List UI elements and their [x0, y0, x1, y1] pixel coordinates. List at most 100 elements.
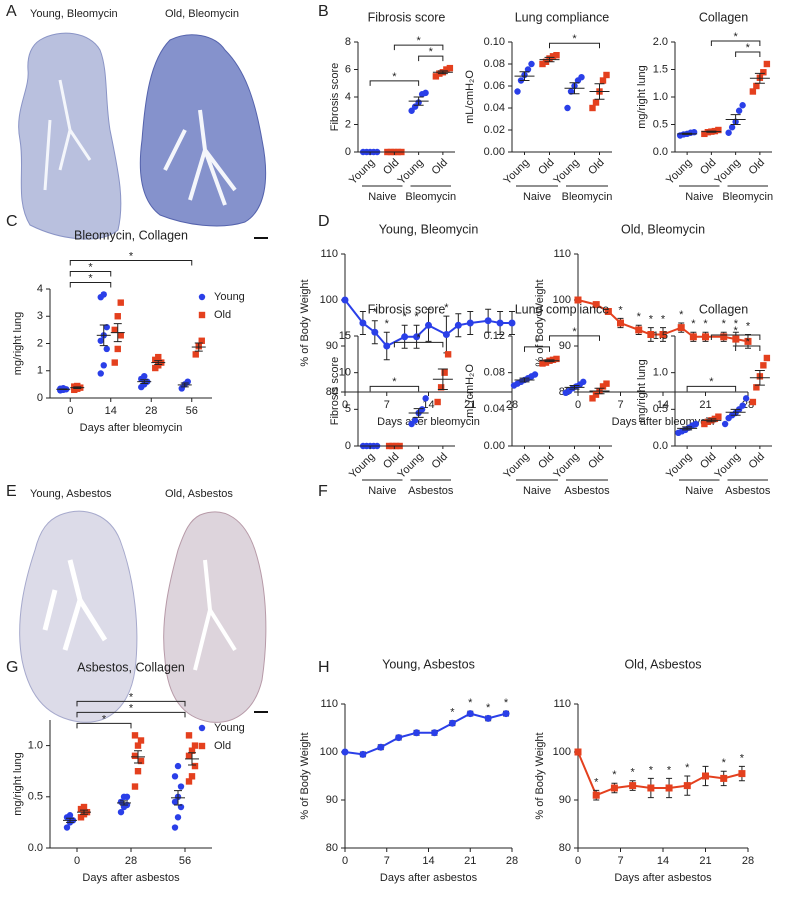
y-tick-label: 90: [559, 340, 571, 352]
significance-label: *: [486, 702, 491, 714]
y-tick-label: 1.0: [653, 91, 668, 103]
significance-bracket: [69, 259, 193, 266]
error-bar: [73, 386, 82, 389]
airway: [43, 79, 92, 191]
y-tick-label: 100: [553, 294, 571, 306]
x-tick-label: 0: [342, 855, 348, 867]
marker: [553, 355, 560, 363]
y-tick-label: 90: [559, 794, 571, 806]
significance-label: *: [129, 702, 134, 714]
significance-bracket: [369, 80, 420, 86]
x-axis-label: Days after asbestos: [614, 872, 712, 884]
significance-label: *: [414, 311, 419, 323]
marker: [735, 107, 743, 114]
significance-label: *: [88, 261, 93, 273]
marker: [117, 808, 125, 816]
marker: [80, 803, 88, 811]
group-label: Naive: [368, 485, 396, 497]
y-axis-label: mg/right lung: [12, 312, 24, 376]
marker: [715, 126, 722, 134]
error-bar: [682, 132, 693, 135]
x-tick-label: Young: [396, 157, 426, 187]
group-label: Naive: [685, 485, 713, 497]
line: [577, 751, 743, 797]
x-tick-label: 14: [657, 399, 669, 411]
marker: [100, 362, 107, 369]
y-tick-label: 100: [320, 746, 338, 758]
error-bar: [594, 387, 605, 395]
marker: [580, 378, 587, 386]
y-axis-label: mL/cmH₂O: [464, 364, 476, 418]
significance-label: *: [631, 767, 636, 779]
marker: [177, 783, 185, 790]
y-tick-label: 0.5: [28, 791, 43, 803]
marker: [441, 369, 448, 376]
marker: [496, 319, 504, 327]
x-tick-label: 56: [186, 405, 198, 417]
error-bar: [519, 377, 530, 383]
marker: [114, 345, 121, 353]
marker: [174, 762, 182, 770]
marker: [659, 331, 667, 338]
marker: [131, 732, 139, 739]
significance-bracket: [735, 345, 761, 351]
x-tick-label: 0: [575, 399, 581, 411]
error-bar: [120, 800, 128, 806]
x-tick-label: Young: [664, 451, 694, 481]
x-tick-label: Young: [501, 451, 531, 481]
significance-label: *: [392, 71, 397, 83]
significance-label: *: [535, 337, 540, 349]
x-tick-label: 0: [67, 405, 73, 417]
significance-label: *: [102, 713, 107, 725]
marker: [589, 395, 596, 402]
x-axis-label: Days after bleomycin: [377, 416, 480, 428]
significance-label: *: [637, 311, 642, 323]
x-tick-label: 0: [74, 855, 80, 867]
marker: [720, 333, 728, 341]
airway: [163, 109, 237, 206]
marker: [603, 380, 610, 387]
group-label: Naive: [368, 191, 396, 203]
marker: [701, 130, 708, 138]
marker: [371, 328, 379, 336]
marker: [155, 353, 162, 361]
significance-label: *: [703, 318, 708, 330]
error-bar: [544, 56, 555, 63]
error-bar: [682, 426, 693, 431]
panel-letter: B: [318, 3, 329, 20]
marker: [134, 768, 142, 775]
significance-label: *: [444, 302, 449, 314]
x-tick-label: Old: [429, 157, 450, 178]
x-tick-label: 7: [617, 855, 623, 867]
y-tick-label: 0.00: [484, 146, 505, 158]
y-tick-label: 0.5: [653, 403, 668, 415]
y-tick-label: 110: [320, 698, 338, 710]
marker: [539, 360, 546, 367]
marker: [720, 774, 728, 782]
marker: [443, 66, 450, 73]
marker: [677, 324, 685, 332]
significance-label: *: [733, 325, 738, 337]
marker: [434, 398, 441, 406]
group-label: Naive: [685, 191, 713, 203]
marker: [604, 308, 612, 315]
marker: [744, 337, 752, 345]
error-bar: [730, 114, 741, 125]
significance-label: *: [734, 318, 739, 330]
marker: [448, 719, 456, 727]
marker: [542, 359, 550, 366]
marker: [603, 71, 610, 79]
marker: [592, 301, 600, 309]
marker: [418, 406, 426, 413]
x-tick-label: Young: [347, 157, 377, 187]
group-label: Naive: [523, 191, 551, 203]
marker: [111, 359, 118, 366]
marker: [341, 748, 349, 756]
error-bar: [754, 369, 765, 386]
marker: [454, 321, 462, 329]
histology-label: Young, Bleomycin: [30, 8, 118, 20]
marker: [141, 373, 148, 380]
marker: [484, 714, 492, 722]
x-tick-label: Young: [664, 157, 694, 187]
chart-title: Collagen: [699, 10, 748, 24]
